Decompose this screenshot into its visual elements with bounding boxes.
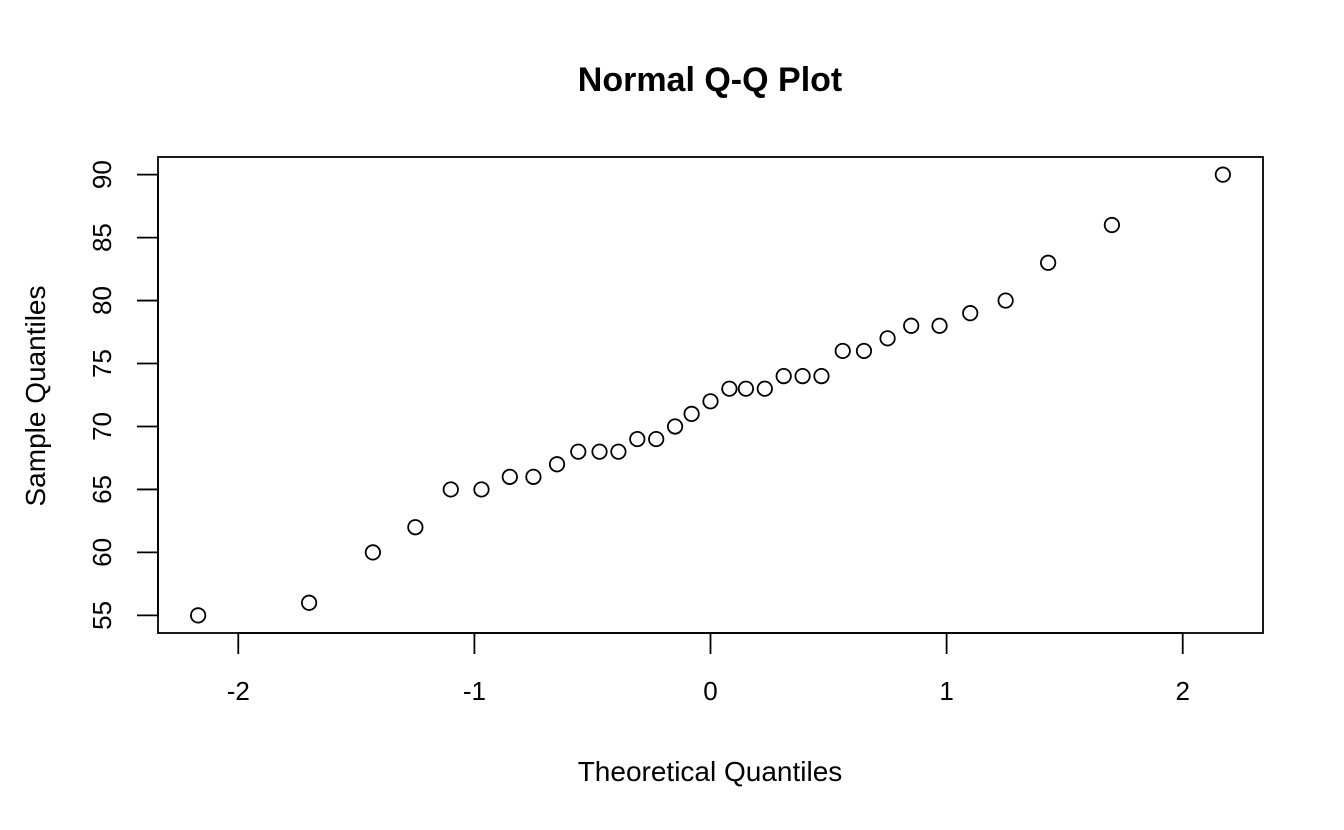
y-tick-label: 70	[87, 412, 117, 441]
y-tick-label: 55	[87, 601, 117, 630]
chart-title: Normal Q-Q Plot	[578, 61, 842, 99]
y-tick-label: 65	[87, 475, 117, 504]
data-point	[1214, 166, 1231, 183]
x-tick-label: 0	[703, 676, 717, 706]
data-point	[997, 292, 1014, 309]
x-tick-label: 2	[1175, 676, 1189, 706]
x-tick-label: -1	[463, 676, 486, 706]
x-axis-label: Theoretical Quantiles	[578, 756, 843, 787]
data-point	[591, 443, 608, 460]
x-axis: -2 -1 0 1 2	[227, 632, 1190, 706]
y-tick-label: 60	[87, 538, 117, 567]
data-point	[442, 481, 459, 498]
data-point	[756, 380, 773, 397]
data-point	[407, 519, 424, 536]
data-point	[962, 305, 979, 322]
data-point	[501, 468, 518, 485]
data-point	[683, 405, 700, 422]
data-points	[190, 166, 1231, 624]
data-point	[610, 443, 627, 460]
data-point	[702, 393, 719, 410]
data-point	[794, 368, 811, 385]
data-point	[903, 317, 920, 334]
data-point	[548, 456, 566, 473]
data-point	[879, 330, 896, 347]
y-axis-label: Sample Quantiles	[20, 285, 51, 506]
data-point	[775, 368, 792, 385]
y-tick-label: 75	[87, 349, 117, 378]
data-point	[721, 380, 738, 397]
data-point	[834, 342, 851, 360]
y-tick-label: 80	[87, 286, 117, 315]
data-point	[629, 430, 646, 448]
data-point	[666, 418, 684, 435]
y-axis: 55 60 65 70 75 80 85 90	[87, 160, 159, 630]
data-point	[473, 481, 490, 498]
data-point	[1040, 254, 1057, 271]
data-point	[525, 468, 542, 485]
data-point	[648, 430, 665, 448]
data-point	[737, 380, 755, 397]
data-point	[364, 544, 381, 561]
data-point	[855, 342, 873, 360]
data-point	[813, 368, 830, 385]
x-tick-label: -2	[227, 676, 250, 706]
y-tick-label: 90	[87, 160, 117, 189]
data-point	[570, 443, 587, 460]
data-point	[301, 594, 318, 611]
data-point	[1103, 216, 1120, 234]
data-point	[931, 317, 948, 334]
x-tick-label: 1	[939, 676, 953, 706]
data-point	[190, 607, 207, 624]
y-tick-label: 85	[87, 223, 117, 252]
